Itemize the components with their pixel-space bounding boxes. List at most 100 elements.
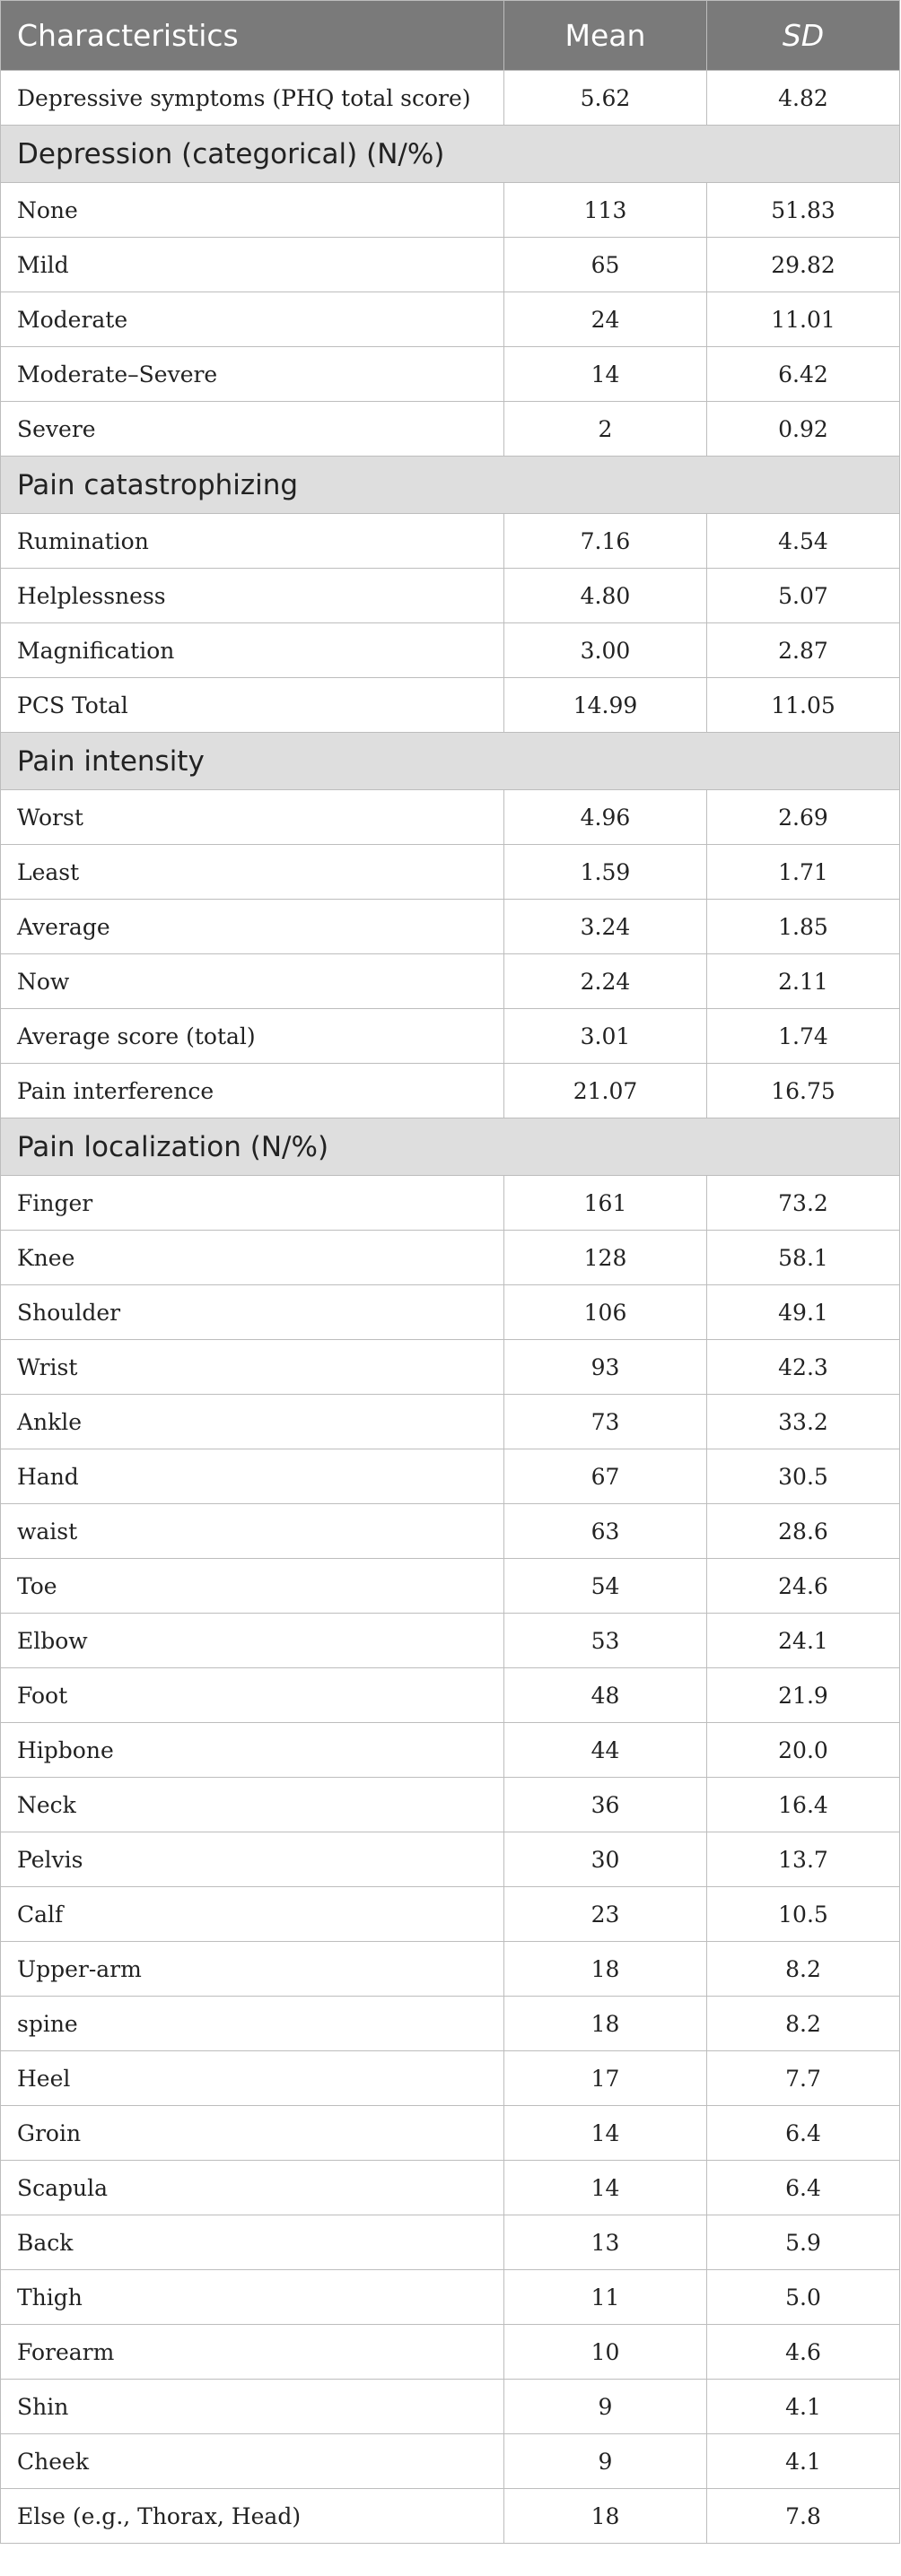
mean-value: 3.24 bbox=[503, 899, 707, 954]
table-body: Depressive symptoms (PHQ total score) 5.6… bbox=[0, 70, 900, 2544]
table-row: Average 3.24 1.85 bbox=[0, 899, 900, 954]
sd-value: 20.0 bbox=[706, 1722, 900, 1778]
table-row: Elbow 53 24.1 bbox=[0, 1613, 900, 1668]
mean-value: 11 bbox=[503, 2269, 707, 2325]
sd-value: 7.8 bbox=[706, 2488, 900, 2544]
table-row: Shin 9 4.1 bbox=[0, 2379, 900, 2434]
row-label: Rumination bbox=[0, 513, 504, 569]
row-label: Average score (total) bbox=[0, 1008, 504, 1064]
table-row: Mild 65 29.82 bbox=[0, 237, 900, 292]
sd-value: 2.11 bbox=[706, 953, 900, 1009]
mean-value: 23 bbox=[503, 1886, 707, 1942]
mean-value: 113 bbox=[503, 182, 707, 238]
row-label: waist bbox=[0, 1503, 504, 1559]
row-label: Elbow bbox=[0, 1613, 504, 1668]
section-label: Pain intensity bbox=[0, 732, 900, 790]
row-label: Shoulder bbox=[0, 1284, 504, 1340]
sd-value: 2.69 bbox=[706, 789, 900, 845]
row-label: Shin bbox=[0, 2379, 504, 2434]
mean-value: 3.01 bbox=[503, 1008, 707, 1064]
section-row: Pain catastrophizing bbox=[0, 456, 900, 514]
row-label: Back bbox=[0, 2215, 504, 2270]
table-row: Back 13 5.9 bbox=[0, 2215, 900, 2270]
row-label: Foot bbox=[0, 1667, 504, 1723]
table-row: spine 18 8.2 bbox=[0, 1996, 900, 2051]
sd-value: 2.87 bbox=[706, 622, 900, 678]
table-row: Average score (total) 3.01 1.74 bbox=[0, 1008, 900, 1064]
row-label: Upper-arm bbox=[0, 1941, 504, 1997]
row-label: Moderate bbox=[0, 292, 504, 347]
sd-value: 0.92 bbox=[706, 401, 900, 457]
sd-value: 28.6 bbox=[706, 1503, 900, 1559]
mean-value: 1.59 bbox=[503, 844, 707, 900]
sd-value: 11.01 bbox=[706, 292, 900, 347]
row-label: Depressive symptoms (PHQ total score) bbox=[0, 70, 504, 126]
row-label: Severe bbox=[0, 401, 504, 457]
sd-value: 8.2 bbox=[706, 1941, 900, 1997]
mean-value: 73 bbox=[503, 1394, 707, 1449]
row-label: Magnification bbox=[0, 622, 504, 678]
table-row: Helplessness 4.80 5.07 bbox=[0, 568, 900, 623]
mean-value: 5.62 bbox=[503, 70, 707, 126]
table-row: Hand 67 30.5 bbox=[0, 1449, 900, 1504]
section-label: Pain localization (N/%) bbox=[0, 1118, 900, 1176]
row-label: Hand bbox=[0, 1449, 504, 1504]
table-row: Scapula 14 6.4 bbox=[0, 2160, 900, 2215]
sd-value: 5.07 bbox=[706, 568, 900, 623]
mean-value: 14.99 bbox=[503, 677, 707, 733]
mean-value: 14 bbox=[503, 346, 707, 402]
row-label: Helplessness bbox=[0, 568, 504, 623]
sd-value: 4.6 bbox=[706, 2324, 900, 2380]
sd-value: 5.0 bbox=[706, 2269, 900, 2325]
mean-value: 9 bbox=[503, 2433, 707, 2489]
mean-value: 18 bbox=[503, 1996, 707, 2051]
row-label: Ankle bbox=[0, 1394, 504, 1449]
sd-value: 1.71 bbox=[706, 844, 900, 900]
mean-value: 93 bbox=[503, 1339, 707, 1395]
table-row: Thigh 11 5.0 bbox=[0, 2269, 900, 2325]
section-row: Depression (categorical) (N/%) bbox=[0, 125, 900, 183]
row-label: Finger bbox=[0, 1175, 504, 1231]
row-label: Least bbox=[0, 844, 504, 900]
row-label: Scapula bbox=[0, 2160, 504, 2215]
sd-value: 6.4 bbox=[706, 2105, 900, 2161]
table-row: Wrist 93 42.3 bbox=[0, 1339, 900, 1395]
mean-value: 30 bbox=[503, 1832, 707, 1887]
sd-value: 1.85 bbox=[706, 899, 900, 954]
mean-value: 2 bbox=[503, 401, 707, 457]
table-row: Moderate–Severe 14 6.42 bbox=[0, 346, 900, 402]
sd-value: 49.1 bbox=[706, 1284, 900, 1340]
sd-value: 58.1 bbox=[706, 1230, 900, 1285]
row-label: Neck bbox=[0, 1777, 504, 1832]
section-row: Pain intensity bbox=[0, 732, 900, 790]
sd-value: 73.2 bbox=[706, 1175, 900, 1231]
table-row: waist 63 28.6 bbox=[0, 1503, 900, 1559]
sd-value: 4.1 bbox=[706, 2433, 900, 2489]
table-row: Hipbone 44 20.0 bbox=[0, 1722, 900, 1778]
row-label: None bbox=[0, 182, 504, 238]
table-row: Heel 17 7.7 bbox=[0, 2050, 900, 2106]
mean-value: 63 bbox=[503, 1503, 707, 1559]
row-label: Pain interference bbox=[0, 1063, 504, 1118]
table-header: Characteristics Mean SD bbox=[0, 0, 900, 71]
sd-value: 7.7 bbox=[706, 2050, 900, 2106]
sd-value: 8.2 bbox=[706, 1996, 900, 2051]
table-row: Pelvis 30 13.7 bbox=[0, 1832, 900, 1887]
sd-value: 13.7 bbox=[706, 1832, 900, 1887]
table-row: Pain interference 21.07 16.75 bbox=[0, 1063, 900, 1118]
row-label: Groin bbox=[0, 2105, 504, 2161]
row-label: spine bbox=[0, 1996, 504, 2051]
mean-value: 2.24 bbox=[503, 953, 707, 1009]
sd-value: 29.82 bbox=[706, 237, 900, 292]
mean-value: 36 bbox=[503, 1777, 707, 1832]
row-label: Else (e.g., Thorax, Head) bbox=[0, 2488, 504, 2544]
mean-value: 128 bbox=[503, 1230, 707, 1285]
mean-value: 65 bbox=[503, 237, 707, 292]
table-row: Ankle 73 33.2 bbox=[0, 1394, 900, 1449]
mean-value: 9 bbox=[503, 2379, 707, 2434]
table-row: Magnification 3.00 2.87 bbox=[0, 622, 900, 678]
sd-value: 1.74 bbox=[706, 1008, 900, 1064]
mean-value: 24 bbox=[503, 292, 707, 347]
mean-value: 18 bbox=[503, 1941, 707, 1997]
